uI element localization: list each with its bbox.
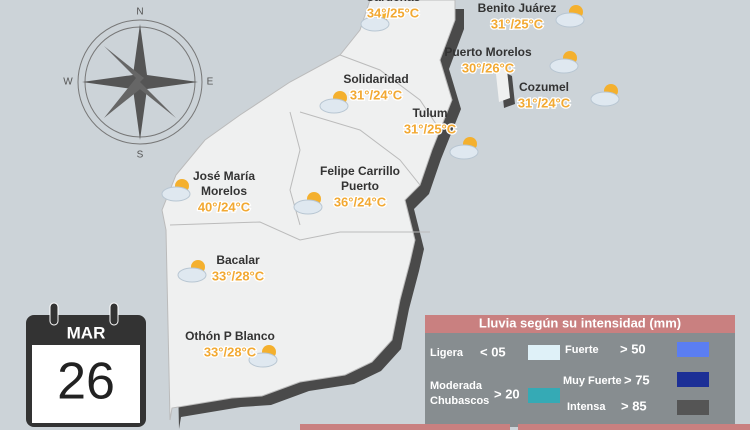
bottom-bar [300,424,510,430]
weather-icon [360,9,390,32]
legend-label: Moderada [430,380,483,392]
border [169,221,430,241]
legend-label: Muy Fuerte [563,375,622,387]
legend-threshold: > 50 [620,341,646,356]
weather-icon [293,192,323,215]
city-name: Solidaridad [343,72,408,86]
city-temp: 40°/24°C [198,199,251,214]
city-name: José María [193,169,255,183]
legend-label: Chubascos [430,395,489,407]
legend-header [425,315,735,333]
city-name: Bacalar [216,253,260,267]
city-temp: 30°/26°C [462,60,515,75]
cloud [549,58,579,74]
compass: N S E W [63,7,213,161]
city-name: Morelos [201,184,247,198]
city-name: Cozumel [519,80,569,94]
legend-threshold: > 75 [624,372,650,387]
legend-threshold: > 85 [621,398,647,413]
legend-swatch [528,388,560,403]
calendar: MAR 26 [26,302,146,427]
calendar-month: MAR [67,323,106,342]
city-name: Othón P Blanco [185,329,275,343]
legend-title: Lluvia según su intensidad (mm) [479,315,681,330]
compass-s: S [137,150,144,161]
weather-icon [555,5,585,28]
city-temp: 31°/25°C [404,121,457,136]
cloud [319,98,349,114]
city-temp: 33°/28°C [204,344,257,359]
city-name: Cárdenas [366,0,421,4]
legend-swatch [677,400,709,415]
weather-icon [319,91,349,114]
legend-swatch [528,345,560,360]
city-temp: 36°/24°C [334,194,387,209]
legend-swatch [677,342,709,357]
cloud [248,352,278,368]
calendar-ring [49,302,59,326]
bottom-bar [518,424,750,430]
city-name: Puerto Morelos [444,45,532,59]
legend-label: Intensa [567,401,606,413]
weather-icon [549,51,579,74]
cloud [177,267,207,283]
legend-threshold: > 20 [494,386,520,401]
city-temp: 33°/28°C [212,268,265,283]
weather-icon [590,84,620,107]
city-name: Felipe Carrillo [320,164,400,178]
cloud [449,144,479,160]
compass-star [104,46,176,118]
cloud [360,16,390,32]
city-temp: 31°/25°C [491,16,544,31]
compass-w: W [63,77,73,88]
cloud [555,12,585,28]
calendar-page [32,345,140,423]
city-temp: 31°/24°C [518,95,571,110]
calendar-ring [109,302,119,326]
city-name: Puerto [341,179,379,193]
calendar-day: 26 [57,353,115,411]
legend-items: Ligera < 05 Fuerte > 50 Moderada Chubascos > 2… [430,341,709,415]
border [339,54,441,131]
cloud [590,91,620,107]
border [299,111,421,186]
compass-e: E [207,77,214,88]
legend-swatch [677,372,709,387]
cloud [161,186,191,202]
city-name: Tulum [412,106,447,120]
weather-icon [248,345,278,368]
cloud [293,199,323,215]
legend-label: Ligera [430,347,464,359]
weather-icon [177,260,207,283]
island [495,65,510,102]
city-temp: 31°/24°C [350,87,403,102]
weather-icon [161,179,191,202]
legend-threshold: < 05 [480,344,506,359]
weather-icon [449,137,479,160]
city-name: Benito Juárez [478,1,557,15]
compass-n: N [136,7,143,18]
compass-ring [77,19,203,145]
city-temp: 34°/25°C [367,5,420,20]
legend-label: Fuerte [565,344,599,356]
